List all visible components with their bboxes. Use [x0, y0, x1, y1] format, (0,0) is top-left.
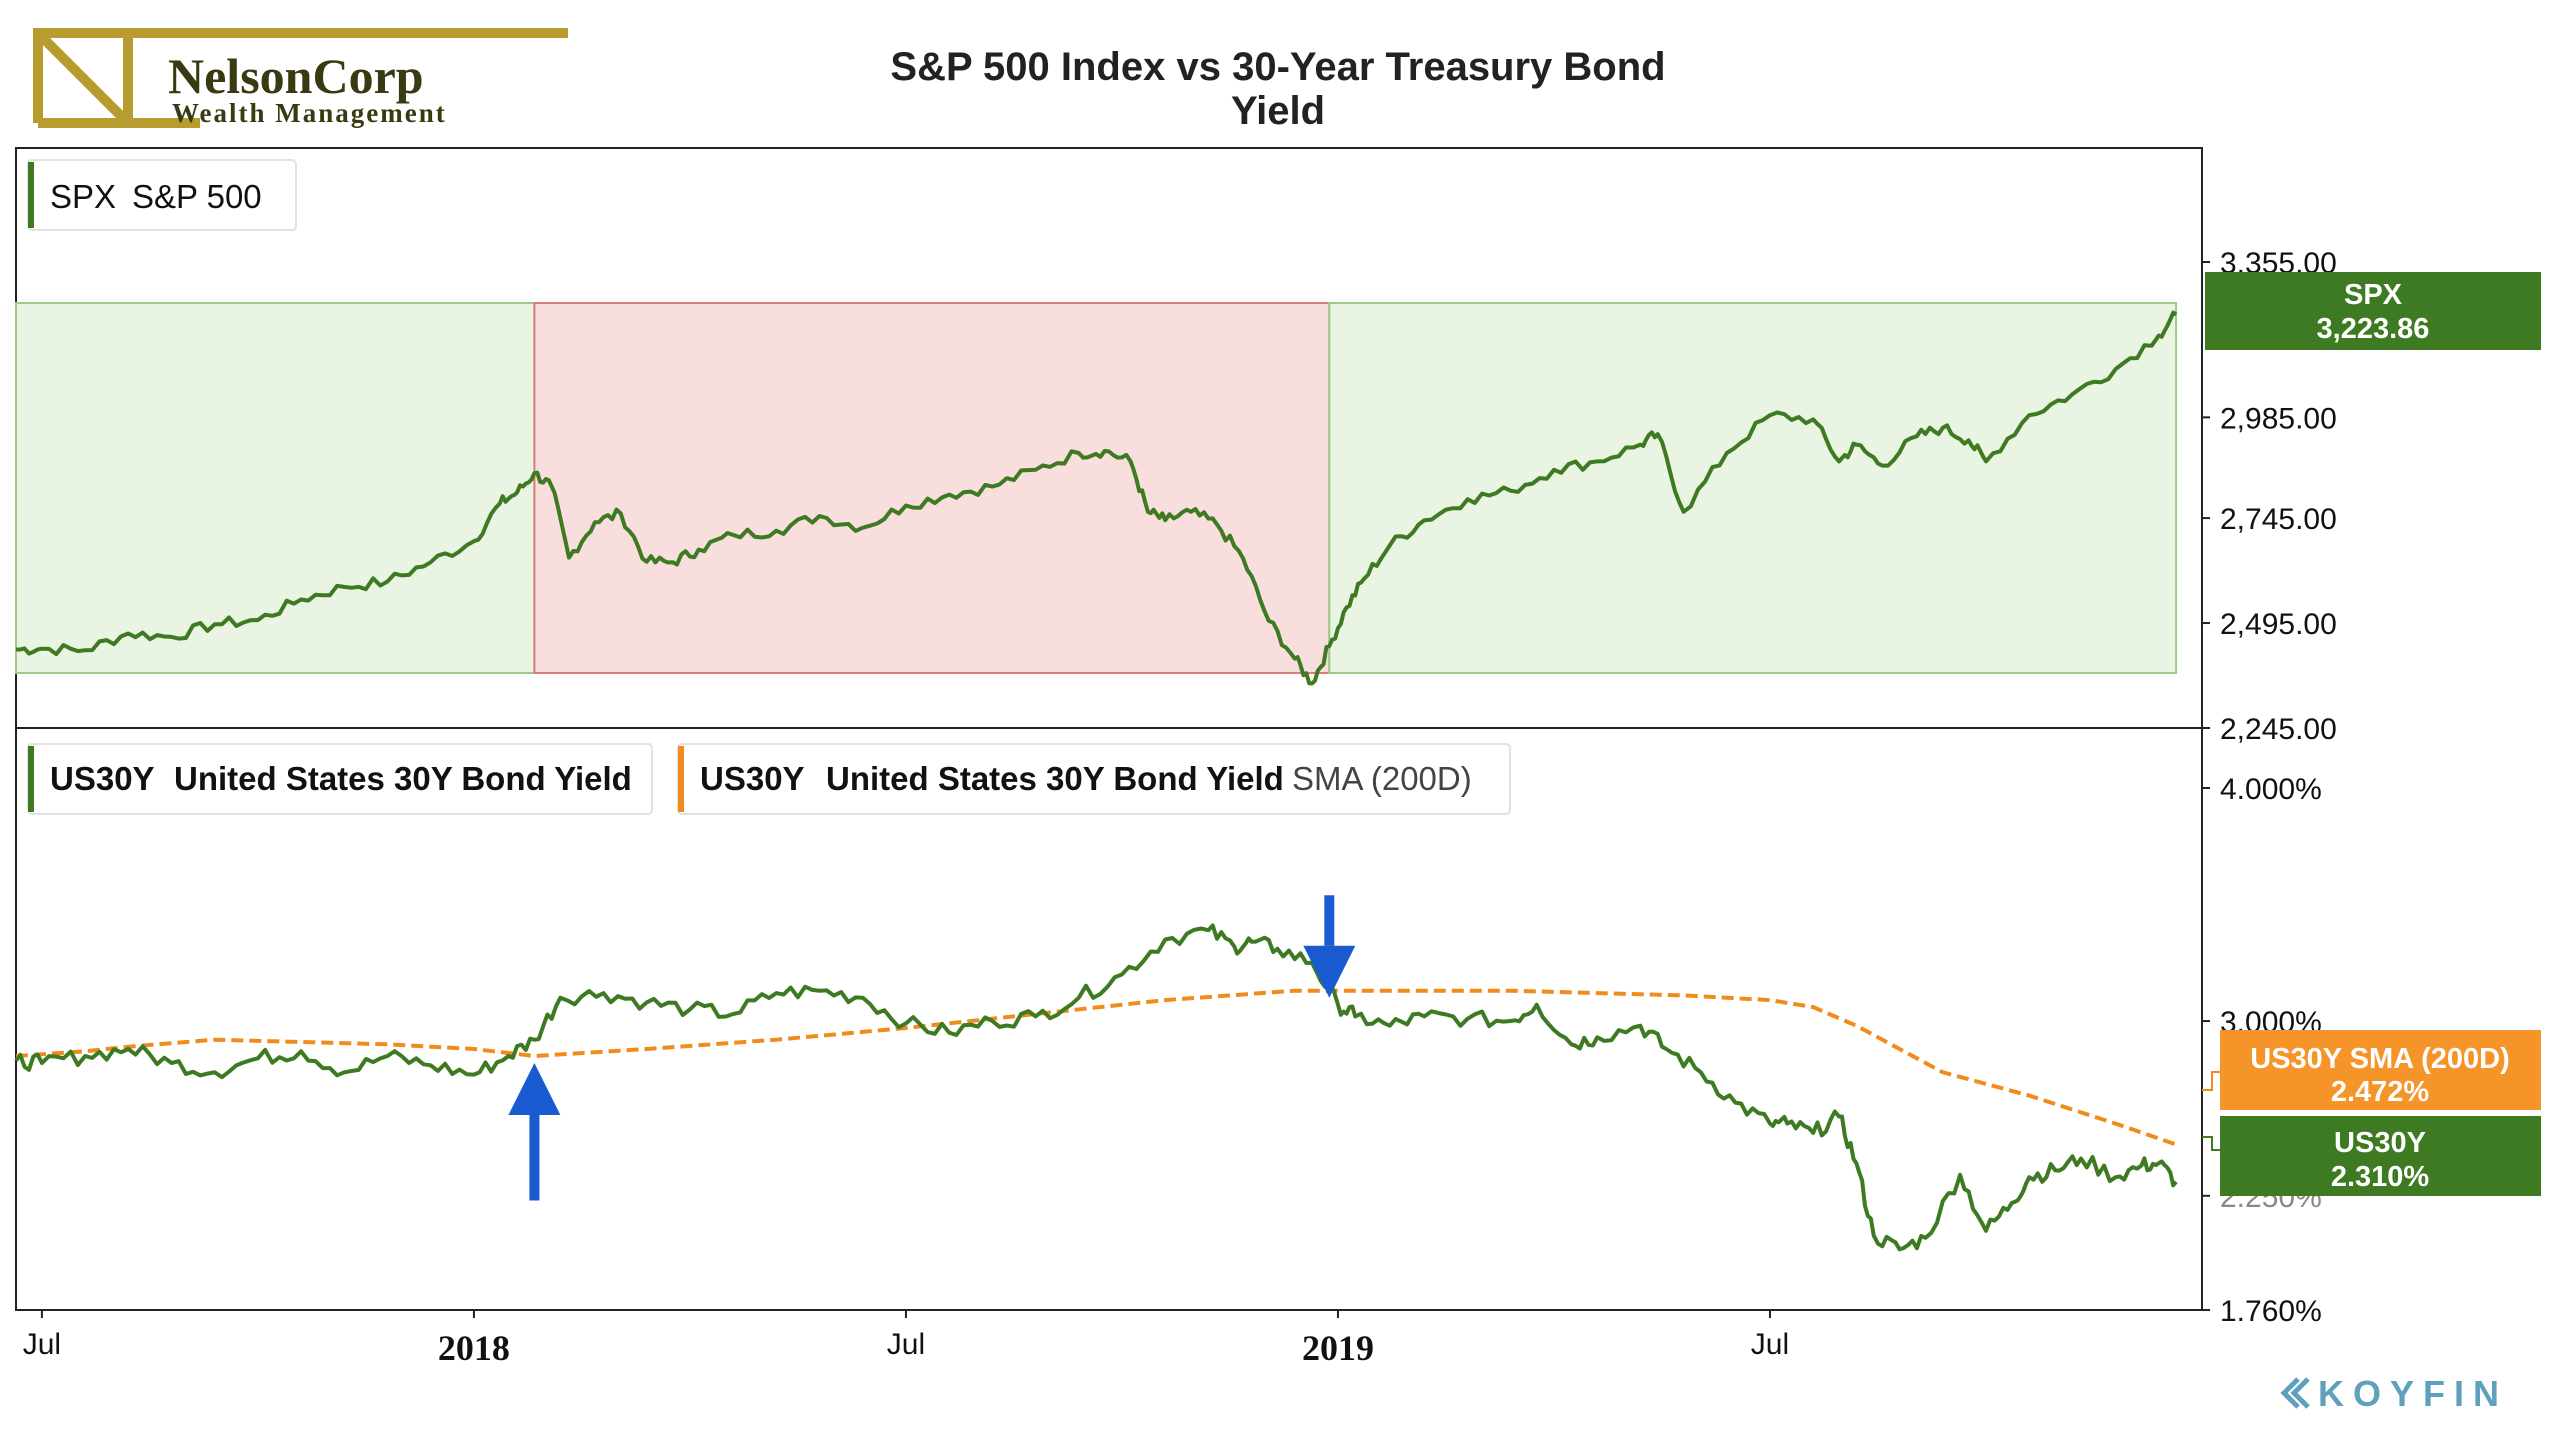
us30y-value-badge: US30Y 2.310%	[2202, 1116, 2541, 1196]
spx-panel: 3,355.002,985.002,745.002,495.002,245.00…	[15, 147, 2541, 746]
chart-title-line-1: S&P 500 Index vs 30-Year Treasury Bond	[890, 45, 1665, 89]
highlight-zone-bull-2	[1328, 302, 2178, 674]
sma-badge-value: 2.472%	[2331, 1076, 2430, 1108]
spx-series-line	[16, 310, 2178, 686]
us30y-sma-legend-suffix: SMA (200D)	[1292, 760, 1472, 797]
us30y-legend[interactable]: US30Y United States 30Y Bond Yield	[27, 743, 653, 815]
spx-badge-value: 3,223.86	[2317, 313, 2430, 345]
us30y-sma-legend[interactable]: US30Y United States 30Y Bond Yield SMA (…	[677, 743, 1511, 815]
spx-ytick-label: 2,495.00	[2220, 608, 2337, 641]
spx-badge-box	[2205, 272, 2541, 350]
spx-value-badge: SPX 3,223.86	[2205, 272, 2541, 350]
spx-legend[interactable]: SPX S&P 500	[27, 159, 297, 231]
x-tick-label: 2019	[1302, 1328, 1374, 1368]
us30y-series-line	[14, 923, 2178, 1252]
koyfin-logo-icon	[2280, 1377, 2310, 1409]
nelsoncorp-logo: NelsonCorp Wealth Management	[33, 28, 568, 128]
us30y-sma-legend-ticker: US30Y	[700, 760, 805, 797]
us30y-plot-frame	[15, 727, 2203, 1311]
spx-legend-swatch	[28, 162, 34, 228]
spx-legend-ticker: SPX	[50, 178, 116, 215]
x-tick-label: Jul	[887, 1328, 925, 1361]
chart-title-line-2: Yield	[1231, 89, 1325, 133]
spx-ytick-label: 2,985.00	[2220, 402, 2337, 435]
us30y-sma-legend-swatch	[678, 746, 684, 812]
us30y-badge-box	[2220, 1116, 2541, 1196]
arrow-down-icon	[1303, 945, 1356, 998]
x-axis: Jul 2018 Jul 2019 Jul	[23, 1310, 1789, 1368]
us30y-legend-ticker: US30Y	[50, 760, 155, 797]
x-tick-label: Jul	[1751, 1328, 1789, 1361]
x-tick-label: 2018	[438, 1328, 510, 1368]
us30y-legend-swatch	[28, 746, 34, 812]
spx-ytick-label: 2,245.00	[2220, 713, 2337, 746]
us30y-ytick-label: 4.000%	[2220, 773, 2322, 806]
arrow-up-icon	[508, 1062, 561, 1115]
us30y-badge-ticker: US30Y	[2334, 1127, 2426, 1159]
x-tick-label: Jul	[23, 1328, 61, 1361]
us30y-ytick-label: 1.760%	[2220, 1295, 2322, 1328]
us30y-sma-line	[15, 988, 2177, 1147]
highlight-zone-bull-1	[15, 302, 536, 674]
spx-ytick-label: 2,745.00	[2220, 503, 2337, 536]
us30y-badge-leader	[2202, 1136, 2220, 1151]
koyfin-watermark: KOYFIN	[2280, 1373, 2508, 1414]
logo-tagline: Wealth Management	[172, 98, 447, 128]
logo-mark-icon	[33, 28, 568, 128]
sma-badge-ticker: US30Y SMA (200D)	[2250, 1043, 2510, 1075]
us30y-sma-legend-name: United States 30Y Bond Yield	[826, 760, 1284, 797]
us30y-panel: 4.000%3.000%2.250%1.760% US30Y United St…	[14, 727, 2541, 1328]
sma-badge-box	[2220, 1030, 2541, 1110]
logo-name: NelsonCorp	[168, 48, 424, 104]
highlight-zone-correction	[533, 302, 1331, 674]
sma-badge-leader	[2202, 1071, 2220, 1091]
spx-badge-ticker: SPX	[2344, 279, 2403, 311]
us30y-badge-value: 2.310%	[2331, 1161, 2430, 1193]
koyfin-wordmark: KOYFIN	[2318, 1373, 2508, 1414]
us30y-sma-value-badge: US30Y SMA (200D) 2.472%	[2202, 1030, 2541, 1110]
spx-legend-name: S&P 500	[132, 178, 262, 215]
us30y-legend-name: United States 30Y Bond Yield	[174, 760, 632, 797]
